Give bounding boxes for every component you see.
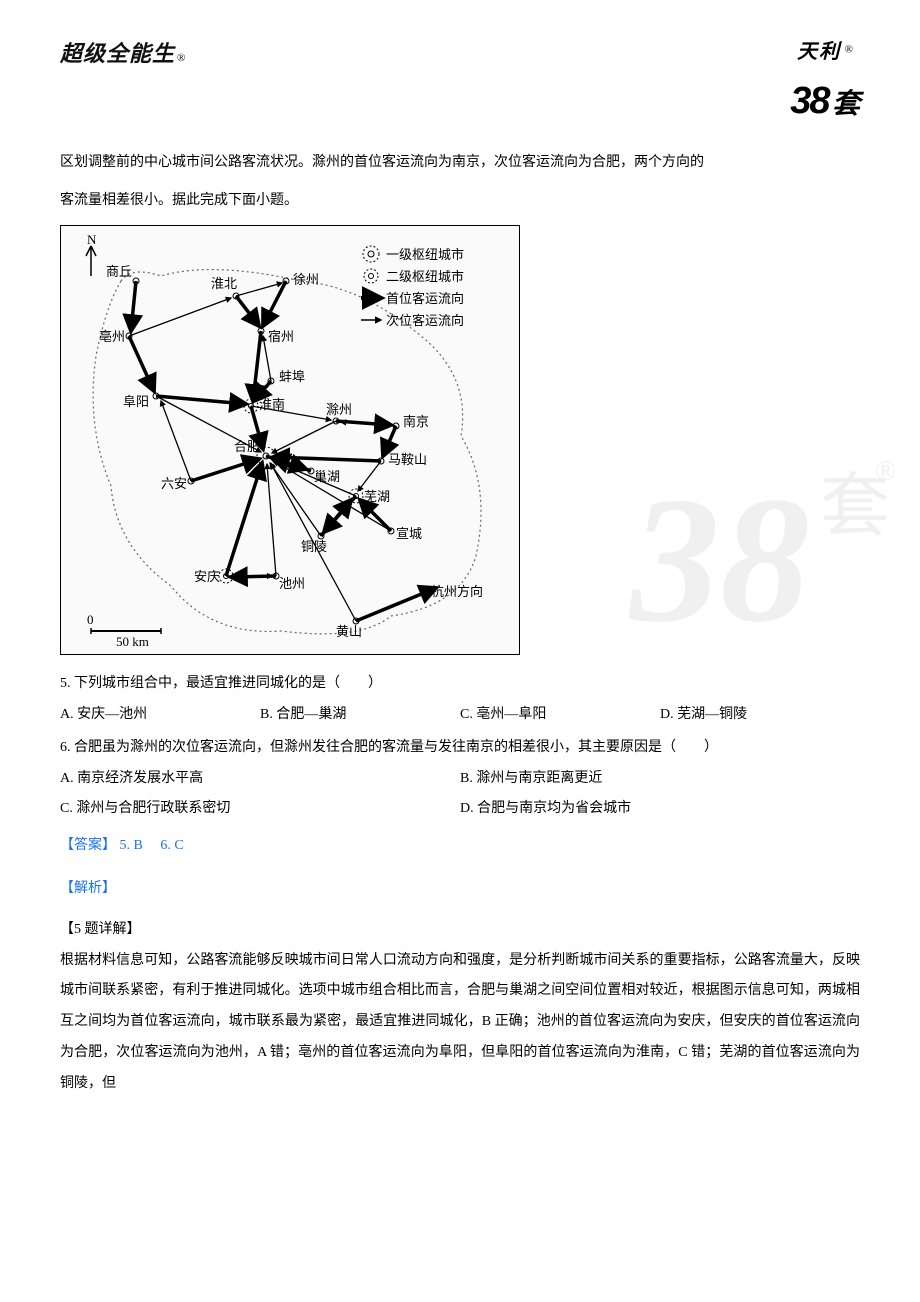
q6-option-a: A. 南京经济发展水平高 — [60, 764, 460, 795]
intro-line-2: 客流量相差很小。据此完成下面小题。 — [60, 186, 860, 217]
q6-option-d: D. 合肥与南京均为省会城市 — [460, 794, 860, 825]
answer-5: 5. B — [120, 838, 143, 853]
svg-text:首位客运流向: 首位客运流向 — [386, 291, 464, 306]
answer-6: 6. C — [160, 838, 183, 853]
brand-right-big: 38 — [790, 80, 828, 122]
q6-option-b: B. 滁州与南京距离更近 — [460, 764, 860, 795]
svg-text:蚌埠: 蚌埠 — [279, 369, 305, 384]
svg-text:宣城: 宣城 — [396, 526, 422, 541]
analysis-label: 【解析】 — [60, 874, 860, 905]
q5-option-c: C. 亳州—阜阳 — [460, 700, 660, 731]
svg-text:滁州: 滁州 — [326, 402, 352, 417]
svg-text:六安: 六安 — [161, 476, 187, 491]
svg-text:巢湖: 巢湖 — [314, 469, 340, 484]
svg-text:二级枢纽城市: 二级枢纽城市 — [386, 269, 464, 284]
answer-label: 【答案】 — [60, 838, 116, 853]
q5-option-b: B. 合肥—巢湖 — [260, 700, 460, 731]
svg-text:马鞍山: 马鞍山 — [388, 452, 427, 467]
question-5-stem: 5. 下列城市组合中，最适宜推进同城化的是（ ） — [60, 669, 860, 700]
detail-5-text: 根据材料信息可知，公路客流能够反映城市间日常人口流动方向和强度，是分析判断城市间… — [60, 946, 860, 1100]
q5-option-a: A. 安庆—池州 — [60, 700, 260, 731]
traffic-map: N 一级枢纽城市 二级枢纽城市 首位客运流向 次位客运流向 — [60, 225, 520, 655]
svg-text:杭州方向: 杭州方向 — [431, 584, 483, 599]
svg-text:南京: 南京 — [403, 414, 429, 429]
page-header: 超级全能生 ® 天利 ® 38 套 — [60, 30, 860, 136]
svg-text:阜阳: 阜阳 — [123, 394, 149, 409]
svg-text:亳州: 亳州 — [99, 329, 125, 344]
svg-text:50 km: 50 km — [116, 634, 149, 649]
svg-text:®: ® — [875, 456, 896, 487]
svg-text:商丘: 商丘 — [106, 264, 132, 279]
brand-right-reg: ® — [845, 43, 853, 55]
svg-text:池州: 池州 — [279, 576, 305, 591]
brand-left-reg: ® — [177, 46, 185, 70]
map-legend: 一级枢纽城市 二级枢纽城市 首位客运流向 次位客运流向 — [361, 246, 464, 328]
svg-text:0: 0 — [87, 612, 94, 627]
compass-icon: N — [86, 232, 97, 276]
svg-text:宿州: 宿州 — [268, 329, 294, 344]
question-5-options: A. 安庆—池州 B. 合肥—巢湖 C. 亳州—阜阳 D. 芜湖—铜陵 — [60, 700, 860, 731]
svg-text:次位客运流向: 次位客运流向 — [386, 313, 464, 328]
svg-text:一级枢纽城市: 一级枢纽城市 — [386, 247, 464, 262]
svg-text:徐州: 徐州 — [293, 272, 319, 287]
q5-option-d: D. 芜湖—铜陵 — [660, 700, 860, 731]
question-6-options: A. 南京经济发展水平高 B. 滁州与南京距离更近 C. 滁州与合肥行政联系密切… — [60, 764, 860, 826]
detail-5-label: 【5 题详解】 — [60, 915, 860, 946]
svg-text:铜陵: 铜陵 — [301, 539, 327, 554]
svg-text:黄山: 黄山 — [336, 624, 362, 639]
svg-text:合肥: 合肥 — [234, 439, 260, 454]
q6-option-c: C. 滁州与合肥行政联系密切 — [60, 794, 460, 825]
brand-right-tao: 套 — [832, 89, 860, 120]
brand-right: 天利 ® 38 套 — [790, 30, 860, 136]
answer-line: 【答案】 5. B 6. C — [60, 831, 860, 862]
scale-bar: 0 50 km — [87, 612, 161, 649]
svg-text:芜湖: 芜湖 — [364, 489, 390, 504]
intro-line-1: 区划调整前的中心城市间公路客流状况。滁州的首位客运流向为南京，次位客运流向为合肥… — [60, 148, 860, 179]
brand-left: 超级全能生 ® — [60, 30, 185, 78]
question-6-stem: 6. 合肥虽为滁州的次位客运流向，但滁州发往合肥的客流量与发往南京的相差很小，其… — [60, 733, 860, 764]
brand-right-top: 天利 — [797, 41, 841, 63]
svg-text:安庆: 安庆 — [194, 569, 220, 584]
svg-text:淮北: 淮北 — [211, 276, 237, 291]
svg-text:N: N — [87, 232, 97, 247]
brand-left-text: 超级全能生 — [60, 30, 175, 78]
